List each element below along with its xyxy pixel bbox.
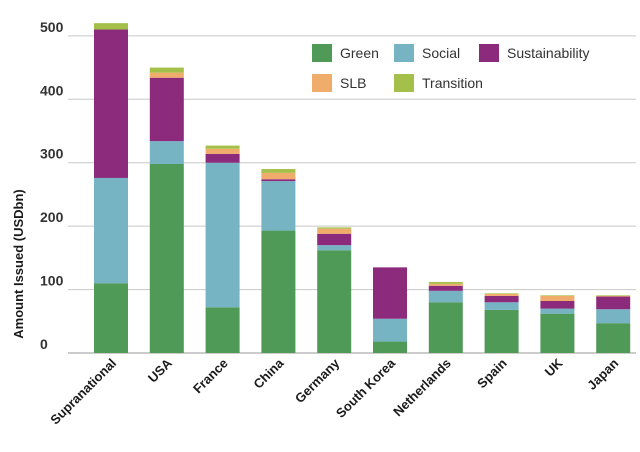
y-tick-label: 100 bbox=[40, 273, 64, 289]
legend-swatch bbox=[479, 44, 499, 62]
x-tick-label: Supranational bbox=[47, 356, 119, 428]
bar-stack-china bbox=[261, 169, 296, 353]
legend-swatch bbox=[394, 44, 414, 62]
bar-social-france bbox=[205, 162, 240, 308]
x-tick-label: South Korea bbox=[333, 355, 399, 421]
bar-sustainability-usa bbox=[149, 77, 184, 142]
bar-social-germany bbox=[317, 245, 352, 251]
bar-transition-china bbox=[261, 169, 296, 173]
legend-swatch bbox=[312, 74, 332, 92]
bar-sustainability-germany bbox=[317, 233, 352, 246]
bar-sustainability-supranational bbox=[94, 29, 128, 178]
bar-green-spain bbox=[484, 309, 519, 353]
legend: Green Social Sustainability SLB Transition bbox=[312, 44, 590, 92]
legend-item-sustainability: Sustainability bbox=[479, 44, 590, 62]
bar-social-south-korea bbox=[373, 318, 407, 342]
x-tick-label: USA bbox=[145, 355, 175, 385]
legend-label: Social bbox=[422, 45, 460, 61]
bar-stack-south-korea bbox=[373, 267, 407, 353]
bar-transition-uk bbox=[540, 295, 575, 296]
x-tick-label: Spain bbox=[474, 355, 510, 391]
x-tick-label: Netherlands bbox=[390, 356, 454, 420]
bar-green-supranational bbox=[94, 283, 128, 353]
bar-stack-japan bbox=[596, 295, 631, 353]
bar-slb-uk bbox=[540, 295, 575, 301]
bar-green-china bbox=[261, 230, 296, 353]
legend-item-slb: SLB bbox=[312, 74, 366, 92]
bar-social-netherlands bbox=[428, 290, 463, 303]
bar-green-south-korea bbox=[373, 341, 407, 353]
bar-social-japan bbox=[596, 309, 631, 324]
bar-sustainability-netherlands bbox=[428, 285, 463, 291]
bar-transition-netherlands bbox=[428, 281, 463, 284]
bar-social-usa bbox=[149, 141, 184, 164]
legend-item-transition: Transition bbox=[394, 74, 483, 92]
bar-stack-spain bbox=[484, 293, 519, 353]
bars bbox=[94, 23, 631, 353]
bar-slb-japan bbox=[596, 295, 631, 297]
legend-swatch bbox=[394, 74, 414, 92]
y-axis-ticks: 0 100 200 300 400 500 bbox=[40, 19, 64, 352]
x-tick-label: France bbox=[190, 356, 231, 397]
legend-item-green: Green bbox=[312, 44, 379, 62]
bar-social-spain bbox=[484, 302, 519, 310]
y-tick-label: 500 bbox=[40, 19, 64, 35]
bar-sustainability-south-korea bbox=[373, 267, 407, 319]
bar-social-uk bbox=[540, 308, 575, 314]
x-tick-label: Japan bbox=[584, 355, 621, 392]
bar-transition-germany bbox=[317, 227, 352, 229]
bar-green-germany bbox=[317, 250, 352, 353]
y-tick-label: 300 bbox=[40, 146, 64, 162]
bar-slb-france bbox=[205, 148, 240, 154]
x-tick-label: Germany bbox=[292, 355, 343, 406]
bar-transition-supranational bbox=[94, 23, 128, 30]
y-tick-label: 0 bbox=[40, 336, 48, 352]
bar-sustainability-spain bbox=[484, 295, 519, 303]
bar-green-japan bbox=[596, 323, 631, 353]
bar-slb-china bbox=[261, 172, 296, 180]
y-axis-label: Amount Issued (USDbn) bbox=[11, 189, 26, 339]
bar-sustainability-uk bbox=[540, 300, 575, 309]
bar-social-supranational bbox=[94, 177, 128, 284]
bar-stack-france bbox=[205, 145, 240, 353]
bar-sustainability-france bbox=[205, 153, 240, 163]
x-tick-label: UK bbox=[542, 355, 566, 379]
bar-stack-netherlands bbox=[428, 281, 463, 353]
legend-label: SLB bbox=[340, 75, 366, 91]
bar-slb-usa bbox=[149, 72, 184, 78]
x-axis-labels: Supranational USA France China GermanySouth … bbox=[47, 355, 621, 427]
bar-stack-germany bbox=[317, 227, 352, 353]
bar-sustainability-china bbox=[261, 179, 296, 182]
bar-stack-supranational bbox=[94, 23, 128, 353]
bar-green-netherlands bbox=[428, 302, 463, 353]
bar-slb-spain bbox=[484, 294, 519, 296]
bar-green-france bbox=[205, 307, 240, 353]
bar-green-uk bbox=[540, 313, 575, 353]
legend-swatch bbox=[312, 44, 332, 62]
legend-label: Green bbox=[340, 45, 379, 61]
bar-stack-uk bbox=[540, 295, 575, 353]
bar-transition-france bbox=[205, 145, 240, 149]
bar-transition-japan bbox=[596, 295, 631, 296]
y-tick-label: 400 bbox=[40, 82, 64, 98]
legend-item-social: Social bbox=[394, 44, 460, 62]
bar-slb-germany bbox=[317, 228, 352, 234]
legend-label: Sustainability bbox=[507, 45, 590, 61]
y-tick-label: 200 bbox=[40, 209, 64, 225]
bar-social-china bbox=[261, 181, 296, 231]
bar-green-usa bbox=[149, 163, 184, 353]
bar-sustainability-japan bbox=[596, 296, 631, 310]
bar-transition-spain bbox=[484, 293, 519, 295]
legend-label: Transition bbox=[422, 75, 483, 91]
bar-transition-usa bbox=[149, 67, 184, 73]
x-tick-label: China bbox=[250, 355, 287, 392]
bar-slb-netherlands bbox=[428, 283, 463, 286]
bar-stack-usa bbox=[149, 67, 184, 353]
